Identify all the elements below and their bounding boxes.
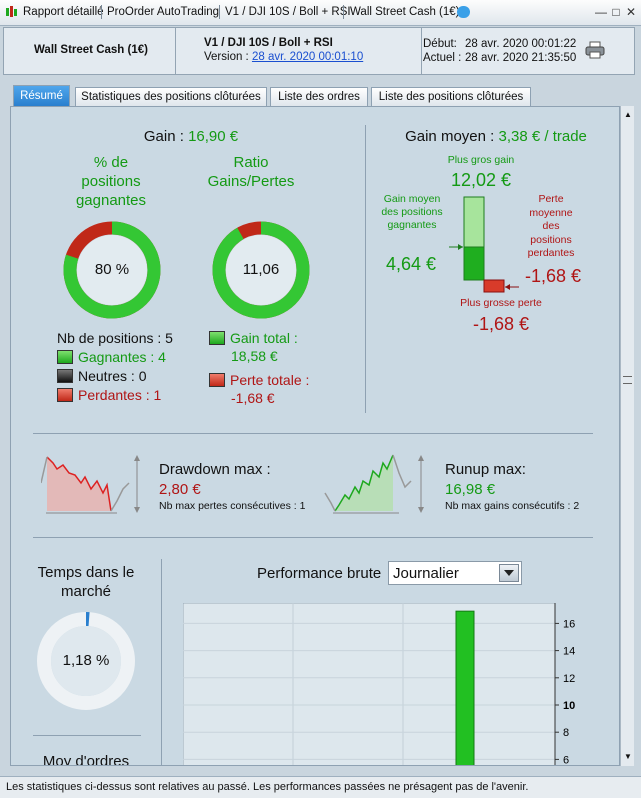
- pct-win-title: % de positions gagnantes: [75, 154, 147, 209]
- instrument-name: Wall Street Cash (1€): [34, 44, 148, 56]
- perte-moyenne-label: Perte moyenne des positions perdantes: [527, 193, 575, 259]
- perte-totale-swatch: [209, 373, 225, 387]
- now-label: Actuel :: [423, 52, 462, 64]
- nb-positions: Nb de positions : 5: [57, 330, 173, 346]
- drawdown-value: 2,80 €: [159, 481, 201, 498]
- now-value: 28 avr. 2020 21:35:50: [465, 52, 577, 64]
- drawdown-sparkline: [41, 455, 140, 514]
- close-button[interactable]: ✕: [625, 5, 637, 19]
- gain-moyen-gagnantes-value: 4,64 €: [385, 254, 437, 274]
- gain-total-swatch: [209, 331, 225, 345]
- plus-gros-gain-label: Plus gros gain: [447, 154, 515, 166]
- vertical-scrollbar[interactable]: ▲ ▼: [620, 106, 634, 766]
- y-tick-label: 10: [563, 700, 575, 712]
- chart-app-icon: [5, 5, 19, 19]
- scroll-thumb-grip[interactable]: [623, 376, 632, 384]
- gain-moyen-value: 3,38 € / trade: [498, 128, 587, 145]
- perte-moyenne-value: -1,68 €: [524, 266, 582, 286]
- tab-closed-positions[interactable]: Liste des positions clôturées: [371, 87, 531, 106]
- start-label: Début:: [423, 38, 457, 50]
- strategy-header: Wall Street Cash (1€) V1 / DJI 10S / Bol…: [3, 27, 635, 75]
- summary-panel: Gain : 16,90 € % de positions gagnantes …: [10, 106, 620, 766]
- y-tick-label: 16: [563, 618, 575, 630]
- y-tick-label: 6: [563, 754, 569, 766]
- pct-win-donut: [63, 221, 161, 319]
- tab-closed-stats[interactable]: Statistiques des positions clôturées: [75, 87, 267, 106]
- perte-totale-value: -1,68 €: [231, 390, 275, 406]
- start-value: 28 avr. 2020 00:01:22: [465, 38, 577, 50]
- loss-swatch: [57, 388, 73, 402]
- breadcrumb-proorder[interactable]: ProOrder AutoTrading: [107, 6, 220, 18]
- minimize-button[interactable]: —: [595, 5, 607, 19]
- y-tick-label: 12: [563, 673, 575, 685]
- drawdown-sub: Nb max pertes consécutives : 1: [159, 500, 306, 512]
- neutres-count: Neutres : 0: [78, 368, 147, 384]
- restore-button[interactable]: □: [612, 5, 620, 19]
- positions-legend: Nb de positions : 5 Gagnantes : 4 Neutre…: [57, 329, 173, 405]
- y-tick-label: 8: [563, 727, 569, 739]
- title-bar: Rapport détaillé ProOrder AutoTrading V1…: [0, 0, 641, 26]
- breadcrumb-instrument[interactable]: Wall Street Cash (1€): [350, 6, 460, 18]
- runup-sub: Nb max gains consécutifs : 2: [445, 500, 580, 512]
- scroll-down-icon[interactable]: ▼: [624, 752, 632, 761]
- version-label: Version :: [204, 51, 249, 63]
- gain-moyen-label: Gain moyen :: [405, 128, 495, 145]
- version-link[interactable]: 28 avr. 2020 00:01:10: [251, 51, 364, 63]
- tab-orders[interactable]: Liste des ordres: [270, 87, 368, 106]
- tab-resume[interactable]: Résumé: [13, 85, 70, 106]
- gain-moyen-gagnantes-label: Gain moyen des positions gagnantes: [381, 193, 443, 231]
- pct-win-value: 80 %: [94, 261, 130, 278]
- perte-totale-label: Perte totale :: [230, 372, 310, 388]
- breadcrumb-report[interactable]: Rapport détaillé: [23, 6, 104, 18]
- performance-bar[interactable]: [455, 610, 475, 766]
- scroll-up-icon[interactable]: ▲: [624, 110, 632, 119]
- strategy-name: V1 / DJI 10S / Boll + RSI: [204, 37, 333, 49]
- ratio-title: Ratio Gains/Pertes: [207, 154, 295, 190]
- win-swatch: [57, 350, 73, 364]
- gain-total-label: Gain total :: [230, 330, 298, 346]
- period-select[interactable]: Journalier: [388, 561, 522, 585]
- performance-label: Performance brute: [257, 565, 382, 582]
- gagnantes-count: Gagnantes : 4: [78, 349, 166, 365]
- runup-value: 16,98 €: [445, 481, 496, 498]
- gain-label: Gain :: [143, 128, 184, 145]
- ratio-donut: [212, 221, 310, 319]
- temps-title: Temps dans le marché: [37, 564, 135, 600]
- drawdown-label: Drawdown max :: [159, 461, 271, 478]
- neutral-swatch: [57, 369, 73, 383]
- gain-total-value: 18,58 €: [231, 348, 278, 364]
- gain-range-diagram: [449, 196, 519, 293]
- plus-grosse-perte-label: Plus grosse perte: [460, 297, 542, 309]
- y-tick-label: 14: [563, 646, 575, 658]
- gain-value: 16,90 €: [188, 128, 239, 145]
- status-bar: Les statistiques ci-dessus sont relative…: [0, 776, 641, 798]
- plus-grosse-perte-value: -1,68 €: [472, 314, 530, 334]
- printer-icon[interactable]: [585, 41, 605, 59]
- performance-chart: 16 14 12 10 8 6: [183, 603, 575, 766]
- perdantes-count: Perdantes : 1: [78, 387, 162, 403]
- temps-donut: [37, 612, 135, 710]
- chevron-down-icon[interactable]: [499, 564, 519, 582]
- totals-legend: Gain total : 18,58 € Perte totale : -1,6…: [209, 329, 309, 407]
- temps-value: 1,18 %: [62, 652, 110, 669]
- runup-sparkline: [324, 454, 424, 514]
- breadcrumb-strategy[interactable]: V1 / DJI 10S / Boll + RSI: [225, 6, 351, 18]
- plus-gros-gain-value: 12,02 €: [450, 170, 512, 190]
- ratio-value: 11,06: [242, 261, 280, 278]
- runup-label: Runup max:: [445, 461, 526, 478]
- period-select-value: Journalier: [393, 565, 459, 582]
- chat-bubble-icon[interactable]: [457, 6, 470, 18]
- moy-ordres-title: Moy d'ordres: [42, 753, 130, 766]
